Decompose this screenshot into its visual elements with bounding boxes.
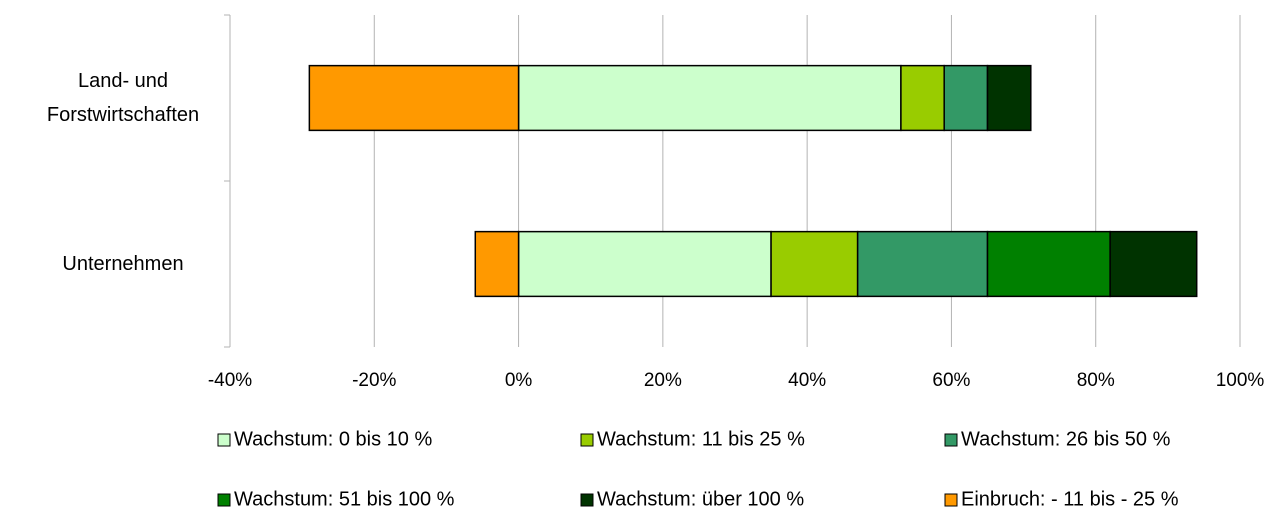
bar-segment [474,230,520,298]
x-tick-label: 60% [932,370,970,391]
legend-swatch [944,493,958,507]
bar-segment [308,64,520,132]
legend-label: Wachstum: 0 bis 10 % [234,428,432,450]
legend-label: Einbruch: - 11 bis - 25 % [961,488,1179,510]
legend-label: Wachstum: 26 bis 50 % [961,428,1171,450]
x-tick-label: 0% [505,370,533,391]
x-tick-label: 20% [644,370,682,391]
x-tick-label: 80% [1077,370,1115,391]
legend-label: Wachstum: 51 bis 100 % [234,488,455,510]
bar-segment [517,230,772,298]
bar-segment [856,230,989,298]
category-label: Land- und Forstwirtschaften [46,70,200,126]
x-tick-label: 40% [788,370,826,391]
legend-swatch [580,493,594,507]
legend-swatch [580,433,594,447]
category-label: Unternehmen [62,253,184,275]
bar-segment [943,64,989,132]
bar-segment [900,64,945,132]
legend-swatch [944,433,958,447]
legend-swatch [217,433,231,447]
legend-label: Wachstum: 11 bis 25 % [597,428,805,450]
x-tick-label: 100% [1216,370,1265,391]
x-tick-label: -20% [352,370,396,391]
bar-segment [517,64,902,132]
bar-segment [1109,230,1198,298]
bar-segment [986,64,1032,132]
legend-label: Wachstum: über 100 % [597,488,804,510]
legend-swatch [217,493,231,507]
bar-segment [770,230,859,298]
x-tick-label: -40% [208,370,252,391]
bar-segment [986,230,1111,298]
